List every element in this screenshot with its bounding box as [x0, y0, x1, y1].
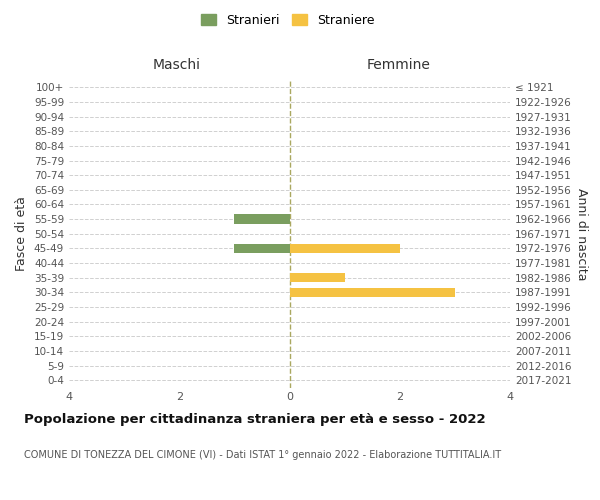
Y-axis label: Anni di nascita: Anni di nascita [575, 188, 588, 280]
Text: Maschi: Maschi [153, 58, 201, 72]
Bar [235, 214, 290, 224]
Text: Popolazione per cittadinanza straniera per età e sesso - 2022: Popolazione per cittadinanza straniera p… [24, 412, 485, 426]
Bar [290, 273, 344, 282]
Y-axis label: Fasce di età: Fasce di età [16, 196, 28, 271]
Legend: Stranieri, Straniere: Stranieri, Straniere [196, 8, 380, 32]
Bar [290, 288, 455, 297]
Bar [235, 244, 290, 253]
Text: Femmine: Femmine [367, 58, 431, 72]
Text: COMUNE DI TONEZZA DEL CIMONE (VI) - Dati ISTAT 1° gennaio 2022 - Elaborazione TU: COMUNE DI TONEZZA DEL CIMONE (VI) - Dati… [24, 450, 501, 460]
Bar [290, 244, 400, 253]
